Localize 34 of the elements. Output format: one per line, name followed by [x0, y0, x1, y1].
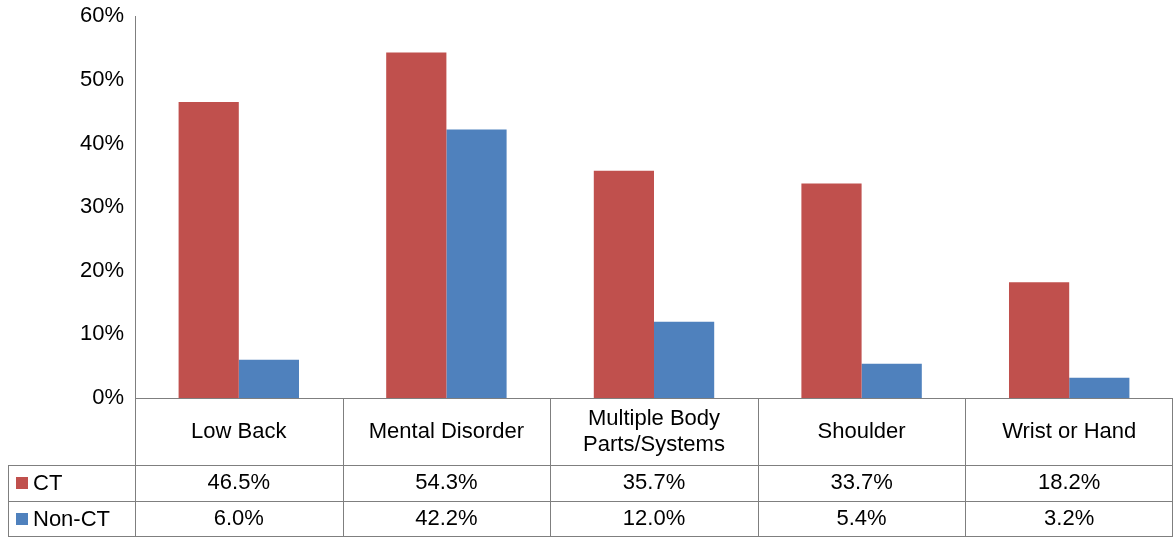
text: 33.7%	[830, 469, 893, 495]
text: 46.5%	[207, 469, 270, 495]
bar	[1069, 377, 1130, 398]
bar	[861, 363, 922, 398]
x-tick-label: Multiple Body Parts/Systems	[583, 404, 725, 456]
y-tick-label: 0%	[92, 384, 124, 410]
bar	[801, 183, 862, 398]
y-tick-label: 10%	[79, 320, 124, 346]
text: 35.7%	[622, 469, 686, 495]
text: 5.4%	[836, 505, 887, 531]
x-tick-label: Shoulder	[817, 417, 906, 443]
text: 18.2%	[1038, 469, 1101, 495]
y-tick-label: 20%	[79, 256, 124, 282]
y-tick-label: 60%	[79, 2, 124, 28]
bar	[446, 129, 507, 398]
legend-label: CT	[33, 470, 63, 496]
y-tick-label: 30%	[79, 193, 124, 219]
text: 54.3%	[415, 469, 478, 495]
y-tick-label: 40%	[79, 129, 124, 155]
bar	[238, 359, 299, 398]
bar	[1009, 282, 1070, 398]
text: 12.0%	[622, 505, 686, 531]
bar	[178, 102, 239, 398]
text: 3.2%	[1044, 505, 1095, 531]
x-tick-label: Wrist or Hand	[1002, 417, 1137, 443]
y-tick-label: 50%	[79, 65, 124, 91]
bar	[386, 52, 447, 398]
text: 6.0%	[213, 505, 264, 531]
text: 42.2%	[415, 505, 478, 531]
bar	[654, 321, 715, 398]
legend-label: Non-CT	[33, 506, 111, 532]
x-tick-label: Mental Disorder	[368, 417, 525, 443]
bar	[593, 170, 654, 398]
x-tick-label: Low Back	[191, 417, 288, 443]
